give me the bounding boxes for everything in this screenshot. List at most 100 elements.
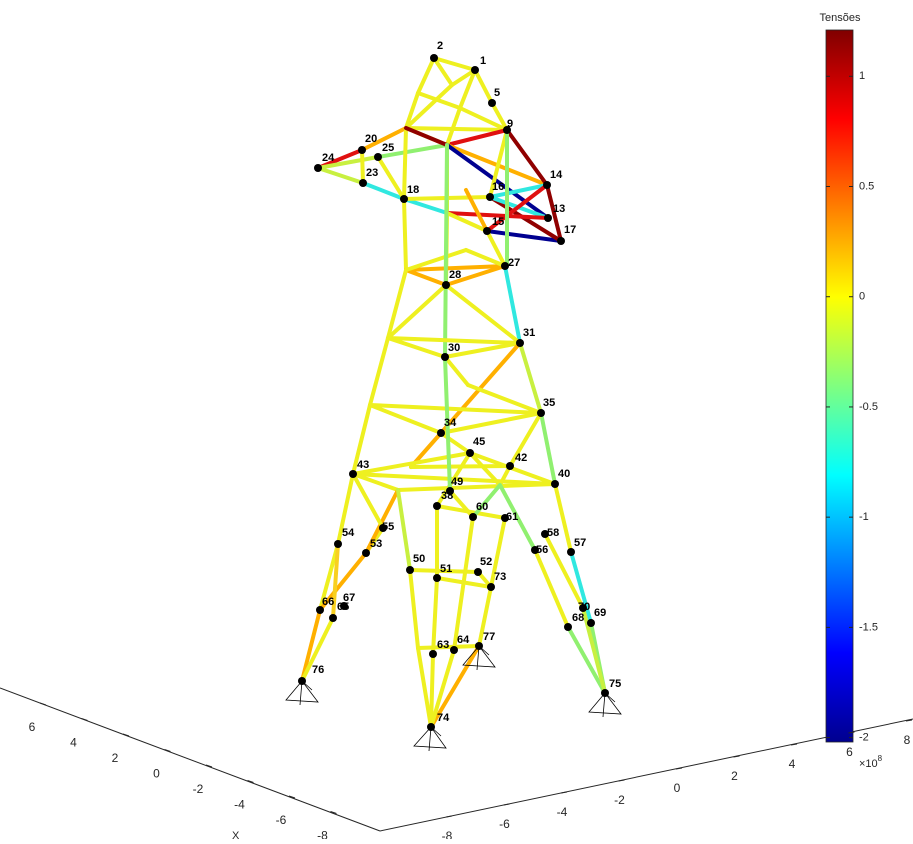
y-tick-label: 0	[674, 781, 681, 795]
node-label: 70	[578, 601, 590, 613]
node-label: 57	[574, 537, 586, 549]
node	[359, 179, 367, 187]
node-label: 60	[476, 501, 488, 513]
node-label: 23	[366, 167, 378, 179]
member	[447, 108, 460, 145]
node-label: 49	[451, 476, 463, 488]
node	[427, 723, 435, 731]
multiplier-base: ×10	[859, 758, 878, 770]
node-label: 66	[322, 596, 334, 608]
node	[516, 339, 524, 347]
node-label: 73	[494, 571, 506, 583]
x-tick-label: -6	[276, 813, 287, 827]
node-label: 25	[382, 142, 394, 154]
y-tick	[619, 780, 625, 781]
member	[541, 413, 555, 484]
node-label: 2	[437, 40, 443, 52]
x-axis-label: X	[232, 830, 240, 839]
node	[314, 164, 322, 172]
node	[543, 181, 551, 189]
member	[406, 128, 507, 130]
chart: 2159202524231416131715182728313035344345…	[0, 0, 913, 839]
node-label: 74	[437, 712, 450, 724]
node-label: 50	[413, 553, 425, 565]
node	[601, 689, 609, 697]
node-label: 15	[492, 216, 504, 228]
node	[564, 623, 572, 631]
supports	[286, 646, 621, 751]
member	[535, 550, 568, 627]
member	[441, 433, 470, 453]
x-tick-label: -8	[317, 829, 328, 839]
member	[475, 70, 492, 103]
node-label: 55	[382, 521, 394, 533]
node	[298, 677, 306, 685]
node	[506, 462, 514, 470]
member	[398, 484, 555, 490]
node	[334, 540, 342, 548]
x-tick-label: 6	[29, 720, 36, 734]
colorbar-tick-label: -0.5	[859, 401, 878, 413]
member	[410, 570, 418, 648]
node-label: 20	[365, 133, 377, 145]
node	[442, 281, 450, 289]
member	[398, 490, 410, 570]
node	[429, 650, 437, 658]
node-label: 17	[564, 224, 576, 236]
y-tick	[446, 816, 452, 817]
node	[475, 642, 483, 650]
node	[400, 195, 408, 203]
node-label: 76	[312, 664, 324, 676]
node-label: 42	[515, 452, 527, 464]
node	[487, 583, 495, 591]
node	[433, 574, 441, 582]
node-label: 54	[342, 527, 355, 539]
member	[353, 453, 470, 474]
member	[445, 357, 468, 385]
node	[544, 214, 552, 222]
x-tick-label: -4	[234, 798, 245, 812]
y-tick-label: 4	[789, 757, 796, 771]
node	[441, 353, 449, 361]
node-label: 75	[609, 678, 621, 690]
member	[520, 343, 541, 413]
node	[557, 237, 565, 245]
node-label: 31	[523, 327, 535, 339]
node-label: 35	[543, 397, 555, 409]
member	[362, 150, 363, 183]
node-label: 24	[322, 152, 335, 164]
node-label: 43	[357, 459, 369, 471]
y-tick-label: -6	[499, 817, 510, 831]
colorbar	[826, 30, 853, 742]
node	[349, 470, 357, 478]
node-label: 27	[508, 257, 520, 269]
node-label: 58	[547, 527, 559, 539]
node	[406, 566, 414, 574]
node	[466, 449, 474, 457]
node	[474, 568, 482, 576]
node-label: 18	[407, 184, 419, 196]
member	[406, 270, 446, 285]
member	[370, 338, 388, 405]
colorbar-title: Tensões	[820, 12, 861, 24]
node-label: 45	[473, 436, 485, 448]
node-label: 77	[483, 631, 495, 643]
y-tick-label: 2	[731, 769, 738, 783]
member	[404, 199, 406, 270]
node	[486, 193, 494, 201]
node-label: 68	[572, 612, 584, 624]
member	[418, 648, 431, 727]
node-label: 65	[337, 601, 349, 613]
colorbar-tick-label: -2	[859, 731, 869, 743]
member	[418, 58, 434, 93]
multiplier-exponent: 8	[878, 754, 883, 763]
members	[302, 58, 605, 727]
colorbar-tick-label: 0.5	[859, 180, 874, 192]
node-label: 69	[594, 607, 606, 619]
node	[362, 549, 370, 557]
colorbar-tick-label: 1	[859, 70, 865, 82]
node	[471, 66, 479, 74]
node	[567, 548, 575, 556]
node-label: 30	[448, 342, 460, 354]
node-label: 53	[370, 538, 382, 550]
